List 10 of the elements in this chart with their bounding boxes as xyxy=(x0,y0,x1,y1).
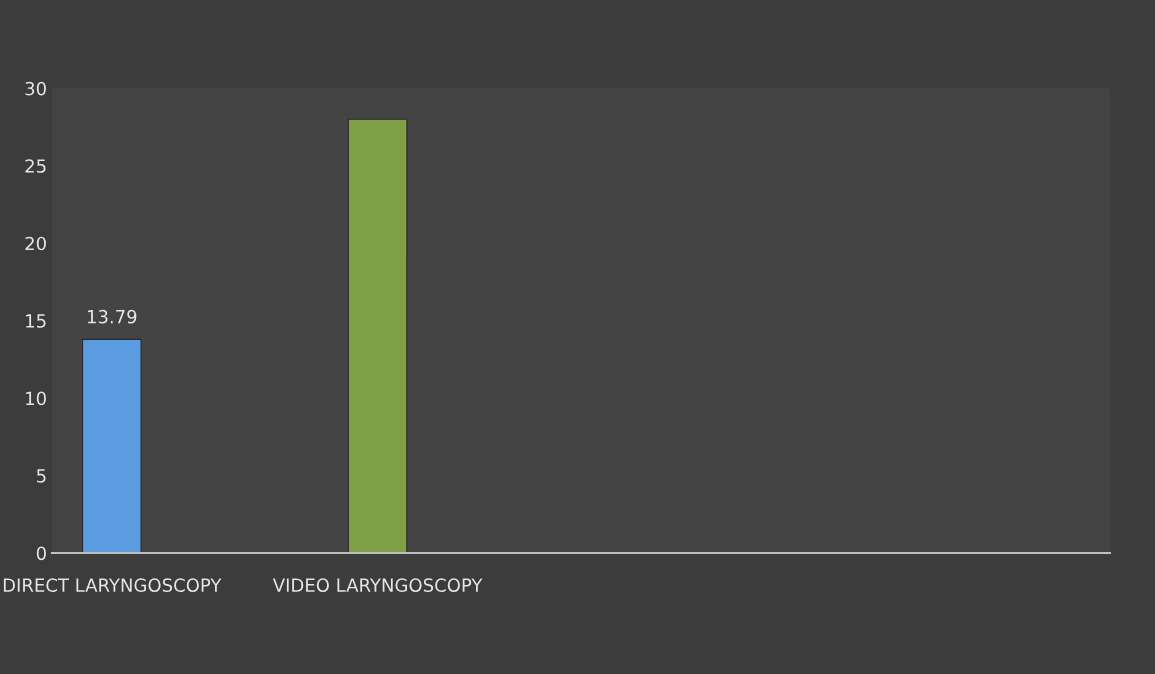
data-label: 13.79 xyxy=(87,309,137,324)
y-tick-label: 5 xyxy=(37,469,46,483)
y-tick-label: 20 xyxy=(25,236,46,251)
y-tick-label: 10 xyxy=(26,391,46,406)
y-tick-label: 15 xyxy=(26,314,46,328)
y-tick-label: 30 xyxy=(25,81,46,96)
x-tick-label: VIDEO LARYNGOSCOPY xyxy=(272,578,483,592)
y-tick-label: 25 xyxy=(25,159,46,173)
y-tick-label: 0 xyxy=(36,546,46,561)
x-tick-label: DIRECT LARYNGOSCOPY xyxy=(3,578,222,592)
